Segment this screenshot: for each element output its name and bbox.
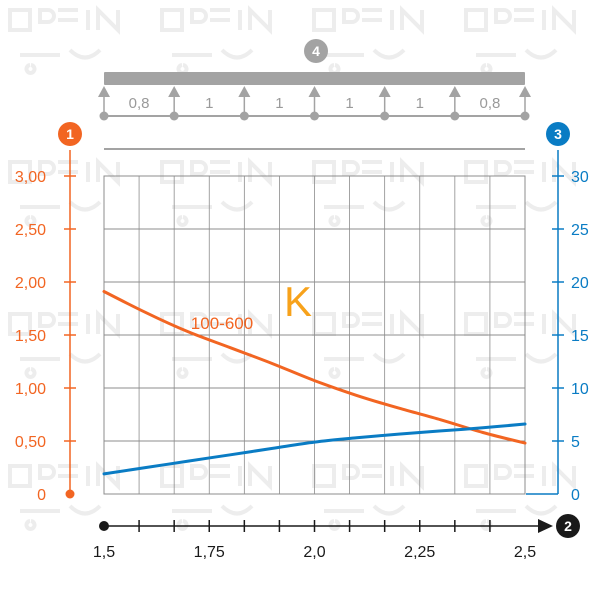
axis-left: 1 0 0,50 1,00 1,50 2,00 2,50 3,00 — [15, 122, 82, 504]
beam-span-label: 0,8 — [129, 95, 150, 112]
axis-right-tick-label: 30 — [571, 169, 589, 186]
axis-right-ticks: 0 5 10 15 20 25 30 — [552, 169, 589, 504]
beam-support-7 — [519, 86, 531, 97]
badge-left-axis — [58, 122, 82, 146]
axis-bottom-ticks: 1,5 1,75 2,0 2,25 2,5 — [93, 520, 536, 561]
beam-span-label: 0,8 — [479, 95, 500, 112]
beam-span-labels: 0,8 1 1 1 1 0,8 — [129, 95, 501, 112]
badge-left-axis-label: 1 — [66, 126, 74, 142]
axis-left-tick-label: 3,00 — [15, 169, 46, 186]
axis-right-tick-label: 25 — [571, 222, 589, 239]
series-label-100-600: 100-600 — [191, 314, 253, 333]
badge-beam-circle — [304, 39, 328, 63]
axis-bottom-origin-dot — [99, 521, 109, 531]
beam-support-2 — [168, 86, 181, 97]
axis-bottom: 2 1,5 1,75 2,0 2,25 2,5 — [93, 514, 580, 561]
beam-support-node-1 — [99, 111, 109, 121]
beam-support-node-5 — [380, 111, 390, 121]
badge-beam-label: 4 — [312, 43, 320, 59]
axis-bottom-tick-label: 2,0 — [303, 544, 325, 561]
axis-left-tick-label: 1,50 — [15, 328, 46, 345]
axis-bottom-tick-label: 2,5 — [514, 544, 536, 561]
axis-right-tick-label: 0 — [571, 487, 580, 504]
beam-support-node-2 — [169, 111, 179, 121]
beam-supports — [98, 86, 531, 121]
series-line-orange — [102, 290, 527, 445]
beam-diagram: 0,8 1 1 1 1 0,8 4 — [98, 39, 531, 150]
axis-left-ticks: 0 0,50 1,00 1,50 2,00 2,50 3,00 — [15, 169, 76, 504]
beam-span-label: 1 — [205, 95, 213, 112]
beam-bar — [104, 72, 525, 85]
badge-right-axis-label: 3 — [554, 126, 562, 142]
badge-beam: 4 — [304, 39, 328, 63]
axis-left-tick-label: 2,50 — [15, 222, 46, 239]
beam-support-node-4 — [310, 111, 319, 121]
axis-left-origin-dot — [65, 489, 75, 499]
beam-support-1 — [98, 86, 110, 97]
beam-support-node-7 — [520, 111, 530, 121]
axis-right-tick-label: 20 — [571, 275, 589, 292]
beam-span-label: 1 — [275, 95, 283, 112]
chart-grid — [103, 175, 526, 495]
axis-bottom-arrow — [538, 519, 553, 533]
axis-left-tick-label: 2,00 — [15, 275, 46, 292]
badge-bottom-axis — [556, 514, 580, 538]
axis-left-tick-label: 0,50 — [15, 434, 46, 451]
axis-bottom-tick-label: 1,75 — [194, 544, 225, 561]
chart-series — [102, 290, 527, 476]
axis-right-tick-label: 10 — [571, 381, 589, 398]
beam-support-node-6 — [450, 111, 460, 121]
axis-bottom-tick-label: 1,5 — [93, 544, 115, 561]
axis-left-tick-label: 0 — [37, 487, 46, 504]
series-line-blue — [102, 422, 527, 476]
beam-span-label: 1 — [345, 95, 353, 112]
chart-letter-k: K — [284, 278, 312, 325]
badge-right-axis — [546, 122, 570, 146]
beam-support-6 — [448, 86, 461, 97]
axis-bottom-tick-label: 2,25 — [404, 544, 435, 561]
beam-span-label: 1 — [416, 95, 424, 112]
beam-support-5 — [378, 86, 391, 97]
axis-right-tick-label: 15 — [571, 328, 589, 345]
beam-support-4 — [308, 86, 321, 97]
beam-support-node-3 — [239, 111, 249, 121]
axis-left-tick-label: 1,00 — [15, 381, 46, 398]
axis-right-tick-label: 5 — [571, 434, 580, 451]
beam-support-3 — [238, 86, 251, 97]
badge-bottom-axis-label: 2 — [564, 518, 572, 534]
axis-right: 3 0 5 10 15 20 25 30 — [526, 122, 589, 504]
